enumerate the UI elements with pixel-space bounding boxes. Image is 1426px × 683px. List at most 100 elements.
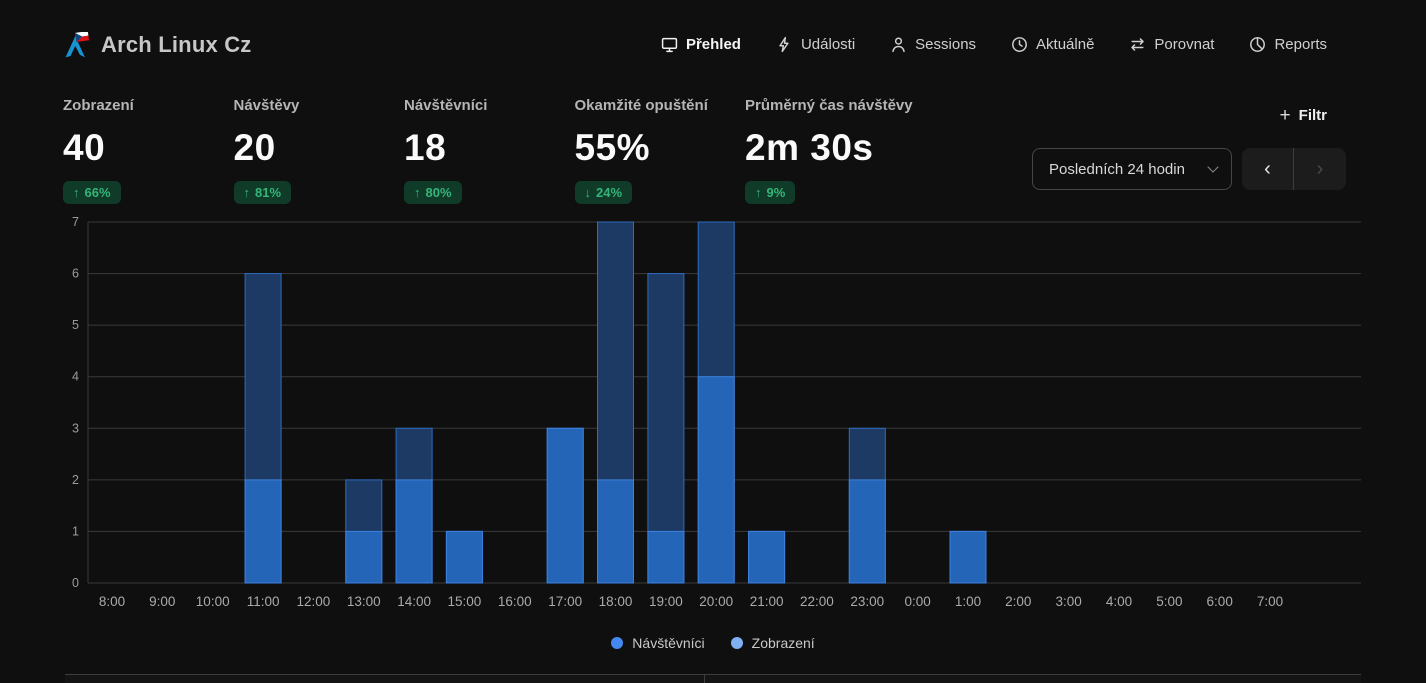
nav-tab-aktualne[interactable]: Aktuálně: [1011, 36, 1094, 53]
date-range-dropdown[interactable]: Posledních 24 hodin: [1032, 148, 1232, 190]
nav-tab-porovnat[interactable]: Porovnat: [1129, 36, 1214, 53]
svg-text:14:00: 14:00: [397, 594, 431, 609]
arrow-up-icon: ↑: [414, 185, 421, 200]
metric-label: Průměrný čas návštěvy: [745, 97, 913, 114]
metric-zobrazeni: Zobrazení 40 ↑ 66%: [63, 95, 234, 204]
bar-chart-canvas[interactable]: 0 1 2 3 4 5 6 7 8:00 9:00 10:00 11:00 12:00 13:00 14:0…: [63, 210, 1373, 612]
bottom-tables-top-edge: [65, 674, 1361, 683]
change-value: 9%: [766, 185, 786, 200]
nav-tab-label: Aktuálně: [1036, 35, 1095, 53]
header: Arch Linux Cz Přehled Události: [0, 0, 1426, 88]
svg-text:1:00: 1:00: [955, 594, 981, 609]
nav-tab-label: Porovnat: [1154, 35, 1215, 53]
nav-tab-reports[interactable]: Reports: [1249, 36, 1327, 53]
legend-label: Návštěvníci: [632, 635, 705, 651]
svg-text:2:00: 2:00: [1005, 594, 1031, 609]
metric-value: 40: [63, 127, 106, 168]
legend-item-navstevnici[interactable]: Návštěvníci: [611, 635, 705, 651]
arrow-up-icon: ↑: [73, 185, 80, 200]
svg-text:11:00: 11:00: [247, 594, 280, 609]
change-value: 80%: [425, 185, 452, 200]
arch-linux-cz-logo-icon: [65, 31, 90, 57]
left-panel-stub: [65, 674, 705, 683]
pie-chart-icon: [1250, 36, 1266, 52]
svg-text:19:00: 19:00: [649, 594, 683, 609]
user-icon: [892, 36, 905, 52]
svg-text:12:00: 12:00: [297, 594, 331, 609]
date-range-value: Posledních 24 hodin: [1049, 160, 1185, 178]
svg-text:7: 7: [72, 215, 79, 229]
nav-tab-label: Sessions: [915, 35, 977, 53]
svg-text:22:00: 22:00: [800, 594, 834, 609]
svg-text:20:00: 20:00: [699, 594, 733, 609]
zap-icon: [779, 36, 789, 52]
clock-icon: [1012, 36, 1027, 52]
svg-text:17:00: 17:00: [548, 594, 582, 609]
svg-text:23:00: 23:00: [850, 594, 884, 609]
svg-text:3:00: 3:00: [1055, 594, 1081, 609]
legend-label: Zobrazení: [751, 635, 815, 651]
svg-text:9:00: 9:00: [149, 594, 175, 609]
nav-tab-label: Události: [800, 35, 856, 53]
compare-arrows-icon: [1131, 37, 1145, 51]
nav-tab-label: Reports: [1274, 35, 1327, 53]
svg-text:10:00: 10:00: [196, 594, 230, 609]
metric-value: 18: [404, 127, 447, 168]
time-pager: ‹ ›: [1242, 148, 1346, 190]
filter-label: Filtr: [1298, 107, 1327, 124]
chevron-down-icon: [1207, 161, 1219, 173]
nav-tab-prehled[interactable]: Přehled: [661, 36, 741, 53]
arrow-up-icon: ↑: [243, 185, 251, 200]
metric-value: 20: [233, 127, 276, 168]
change-value: 24%: [596, 185, 623, 200]
arrow-up-icon: ↑: [755, 185, 762, 200]
metric-value: 2m 30s: [745, 127, 874, 168]
svg-text:18:00: 18:00: [599, 594, 633, 609]
plus-icon: +: [1279, 105, 1291, 126]
traffic-bar-chart[interactable]: 0 1 2 3 4 5 6 7 8:00 9:00 10:00 11:00 12:00 13:00 14:0…: [63, 210, 1373, 617]
brand[interactable]: Arch Linux Cz: [63, 31, 252, 59]
change-value: 66%: [84, 185, 111, 200]
change-badge: ↑ 9%: [745, 181, 796, 204]
svg-text:21:00: 21:00: [750, 594, 784, 609]
site-title: Arch Linux Cz: [101, 32, 252, 57]
metric-navstevnici: Návštěvníci 18 ↑ 80%: [404, 95, 575, 204]
change-badge: ↑ 80%: [404, 181, 462, 204]
legend-item-zobrazeni[interactable]: Zobrazení: [730, 635, 815, 651]
metrics-bar: Zobrazení 40 ↑ 66% Návštěvy 20 ↑ 81% Náv…: [63, 95, 913, 204]
svg-text:7:00: 7:00: [1257, 594, 1283, 609]
filter-button[interactable]: + Filtr: [1280, 106, 1327, 125]
metric-okamzite-opusteni: Okamžité opuštění 55% ↓ 24%: [574, 95, 746, 204]
metric-value: 55%: [574, 127, 651, 168]
svg-text:0: 0: [72, 576, 79, 590]
legend-dot-icon: [611, 637, 624, 649]
previous-period-button[interactable]: ‹: [1242, 148, 1294, 190]
svg-text:0:00: 0:00: [904, 594, 930, 609]
svg-text:3: 3: [72, 421, 79, 435]
svg-text:15:00: 15:00: [448, 594, 482, 609]
top-nav: Přehled Události Sessions: [661, 36, 1327, 53]
svg-text:1: 1: [72, 524, 79, 538]
svg-text:13:00: 13:00: [347, 594, 381, 609]
svg-text:6: 6: [72, 267, 79, 281]
svg-text:5: 5: [72, 318, 79, 332]
nav-tab-sessions[interactable]: Sessions: [890, 36, 976, 53]
metric-navstevy: Návštěvy 20 ↑ 81%: [233, 95, 405, 204]
svg-text:16:00: 16:00: [498, 594, 532, 609]
metric-label: Okamžité opuštění: [574, 97, 708, 114]
svg-text:8:00: 8:00: [99, 594, 125, 609]
nav-tab-label: Přehled: [685, 35, 741, 53]
svg-text:5:00: 5:00: [1156, 594, 1182, 609]
right-panel-stub: [705, 674, 1361, 683]
monitor-icon: [661, 37, 678, 52]
metric-label: Zobrazení: [63, 97, 134, 114]
next-period-button[interactable]: ›: [1316, 158, 1324, 180]
change-badge: ↑ 81%: [233, 181, 292, 204]
change-badge: ↑ 66%: [63, 181, 121, 204]
metric-prumerny-cas: Průměrný čas návštěvy 2m 30s ↑ 9%: [745, 95, 913, 204]
svg-text:2: 2: [72, 473, 79, 487]
chart-legend: Návštěvníci Zobrazení: [0, 635, 1426, 651]
svg-text:6:00: 6:00: [1207, 594, 1233, 609]
nav-tab-udalosti[interactable]: Události: [776, 36, 855, 53]
